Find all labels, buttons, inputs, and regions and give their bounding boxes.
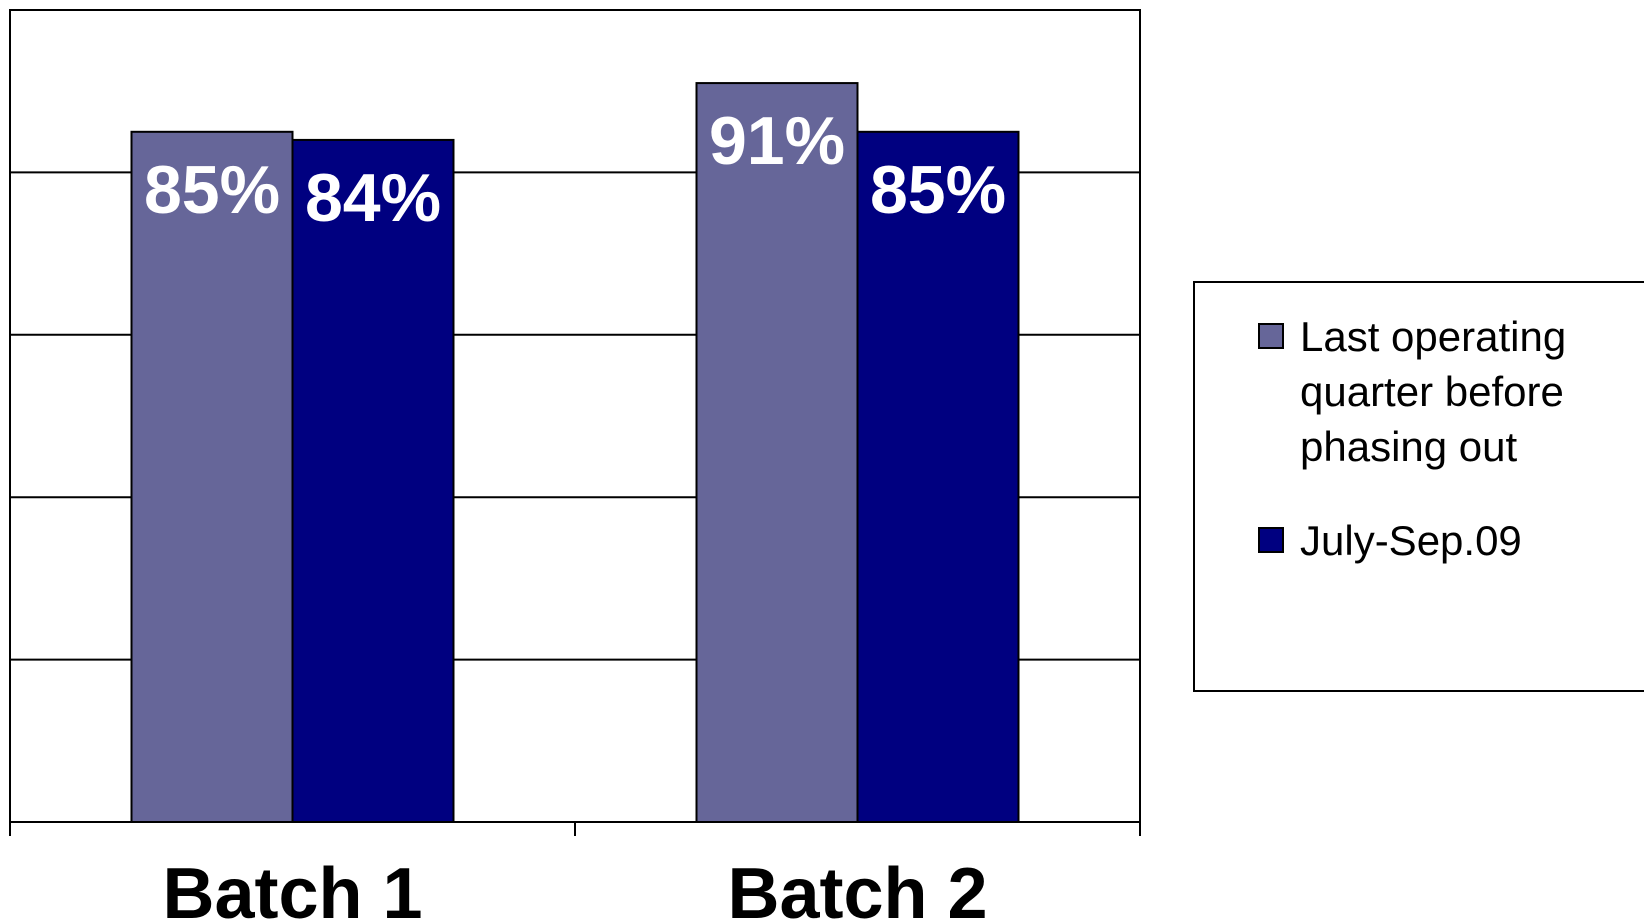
legend-label-series-2: July-Sep.09: [1300, 517, 1522, 564]
data-label-1-1: 85%: [144, 152, 280, 228]
x-tick-label-1: Batch 1: [162, 854, 422, 922]
bar-1-2: [695, 82, 859, 823]
legend: Last operating quarter before phasing ou…: [1193, 281, 1644, 692]
data-label-1-2: 91%: [709, 103, 845, 179]
x-axis: [9, 821, 1141, 836]
legend-label-series-1: Last operating quarter before phasing ou…: [1300, 313, 1567, 470]
legend-swatch-series-1: [1258, 323, 1284, 349]
data-label-2-2: 85%: [870, 152, 1006, 228]
bar-1-1: [130, 130, 294, 824]
data-label-2-1: 84%: [305, 160, 441, 236]
data-labels: 85% 84% 91% 85%: [144, 103, 1006, 236]
x-tick-label-2: Batch 2: [727, 854, 987, 922]
bar-2-2: [856, 130, 1020, 824]
x-tick-labels: Batch 1 Batch 2: [162, 854, 987, 922]
bar-2-1: [291, 138, 455, 824]
legend-swatch-series-2: [1258, 527, 1284, 553]
